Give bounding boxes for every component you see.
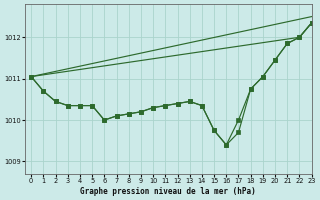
X-axis label: Graphe pression niveau de la mer (hPa): Graphe pression niveau de la mer (hPa) (81, 187, 256, 196)
